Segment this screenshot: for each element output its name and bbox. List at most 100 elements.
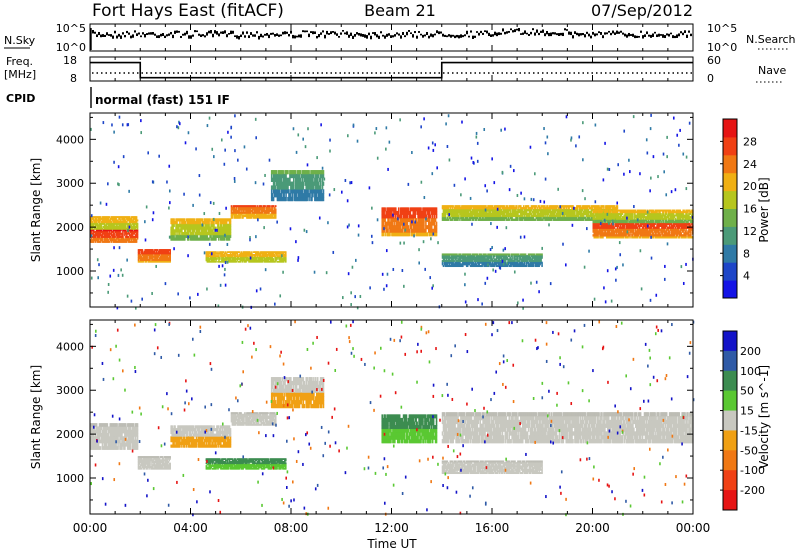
- heatmap-cell: [161, 249, 164, 252]
- heatmap-cell: [212, 223, 214, 227]
- heatmap-cell: [127, 227, 129, 230]
- heatmap-cell: [274, 216, 276, 219]
- heatmap-cell: [109, 226, 112, 229]
- heatmap-cell: [284, 173, 286, 179]
- heatmap-cell: [161, 258, 164, 261]
- heatmap-cell: [129, 222, 132, 225]
- heatmap-cell: [251, 215, 254, 218]
- heatmap-cell: [163, 258, 166, 261]
- heatmap-cell: [433, 221, 436, 226]
- heatmap-cell: [184, 232, 186, 236]
- heatmap-cell: [116, 230, 118, 234]
- heatmap-cell: [93, 221, 96, 224]
- heatmap-cell: [236, 259, 239, 262]
- heatmap-cell: [232, 258, 235, 260]
- heatmap-cell: [280, 255, 282, 258]
- heatmap-cell: [279, 252, 281, 255]
- heatmap-cell: [238, 215, 240, 218]
- heatmap-cell: [110, 232, 113, 235]
- heatmap-cell: [245, 256, 247, 259]
- heatmap-cell: [315, 173, 318, 179]
- heatmap-cell: [253, 210, 256, 213]
- heatmap-cell: [201, 221, 204, 225]
- heatmap-cell: [96, 224, 99, 227]
- heatmap-cell: [263, 259, 266, 262]
- heatmap-cell: [307, 193, 309, 198]
- heatmap-cell: [195, 237, 198, 241]
- nsky-sample: [144, 33, 146, 38]
- heatmap-cell: [160, 255, 163, 258]
- nsky-sample: [546, 30, 548, 35]
- heatmap-cell: [298, 173, 301, 179]
- nsky-sample: [438, 31, 440, 35]
- heatmap-cell: [400, 228, 403, 233]
- heatmap-cell: [90, 229, 92, 232]
- heatmap-cell: [129, 219, 132, 222]
- heatmap-cell: [128, 219, 131, 222]
- heatmap-cell: [95, 230, 98, 234]
- nsky-sample: [116, 35, 118, 39]
- nsky-sample: [392, 35, 394, 38]
- heatmap-cell: [156, 249, 159, 252]
- nsky-sample: [624, 33, 626, 37]
- heatmap-cell: [143, 252, 146, 255]
- heatmap-cell: [202, 226, 205, 230]
- heatmap-cell: [119, 235, 121, 238]
- heatmap-cell: [283, 181, 285, 186]
- heatmap-cell: [423, 221, 425, 226]
- heatmap-cell: [126, 240, 128, 243]
- heatmap-cell: [246, 255, 248, 258]
- heatmap-cell: [152, 258, 154, 261]
- heatmap-cell: [225, 218, 228, 222]
- heatmap-cell: [274, 251, 276, 254]
- heatmap-cell: [381, 207, 384, 212]
- heatmap-cell: [306, 173, 308, 179]
- heatmap-cell: [194, 232, 197, 236]
- heatmap-cell: [108, 235, 111, 238]
- heatmap-cell: [319, 181, 322, 186]
- heatmap-cell: [297, 177, 300, 182]
- heatmap-cell: [119, 217, 121, 220]
- heatmap-cell: [315, 173, 317, 179]
- heatmap-cell: [239, 260, 242, 263]
- heatmap-cell: [140, 260, 143, 263]
- heatmap-cell: [179, 221, 181, 225]
- heatmap-cell: [301, 193, 304, 198]
- heatmap-cell: [273, 210, 275, 213]
- heatmap-cell: [383, 214, 385, 219]
- heatmap-cell: [230, 255, 233, 258]
- heatmap-cell: [269, 260, 272, 263]
- heatmap-cell: [135, 229, 138, 232]
- heatmap-cell: [191, 223, 194, 227]
- heatmap-cell: [98, 232, 101, 235]
- heatmap-cell: [220, 218, 223, 222]
- heatmap-cell: [251, 254, 253, 256]
- heatmap-cell: [133, 235, 136, 238]
- heatmap-cell: [141, 254, 144, 257]
- heatmap-cell: [272, 252, 274, 255]
- heatmap-cell: [142, 252, 145, 255]
- heatmap-cell: [190, 223, 193, 227]
- heatmap-cell: [130, 216, 133, 219]
- heatmap-cell: [304, 196, 307, 202]
- heatmap-cell: [187, 226, 190, 230]
- heatmap-cell: [290, 189, 292, 194]
- heatmap-cell: [132, 235, 135, 238]
- heatmap-cell: [222, 259, 224, 262]
- heatmap-cell: [300, 196, 303, 202]
- heatmap-cell: [248, 213, 250, 216]
- heatmap-cell: [186, 226, 189, 230]
- heatmap-cell: [273, 185, 276, 190]
- heatmap-cell: [279, 185, 282, 190]
- heatmap-cell: [111, 216, 114, 219]
- heatmap-cell: [266, 211, 268, 214]
- heatmap-cell: [264, 210, 266, 213]
- heatmap-cell: [162, 260, 165, 263]
- heatmap-cell: [271, 210, 273, 213]
- heatmap-cell: [222, 223, 225, 227]
- heatmap-cell: [178, 232, 180, 236]
- heatmap-cell: [144, 258, 147, 261]
- heatmap-cell: [110, 222, 113, 225]
- heatmap-cell: [120, 219, 122, 222]
- heatmap-cell: [303, 196, 306, 202]
